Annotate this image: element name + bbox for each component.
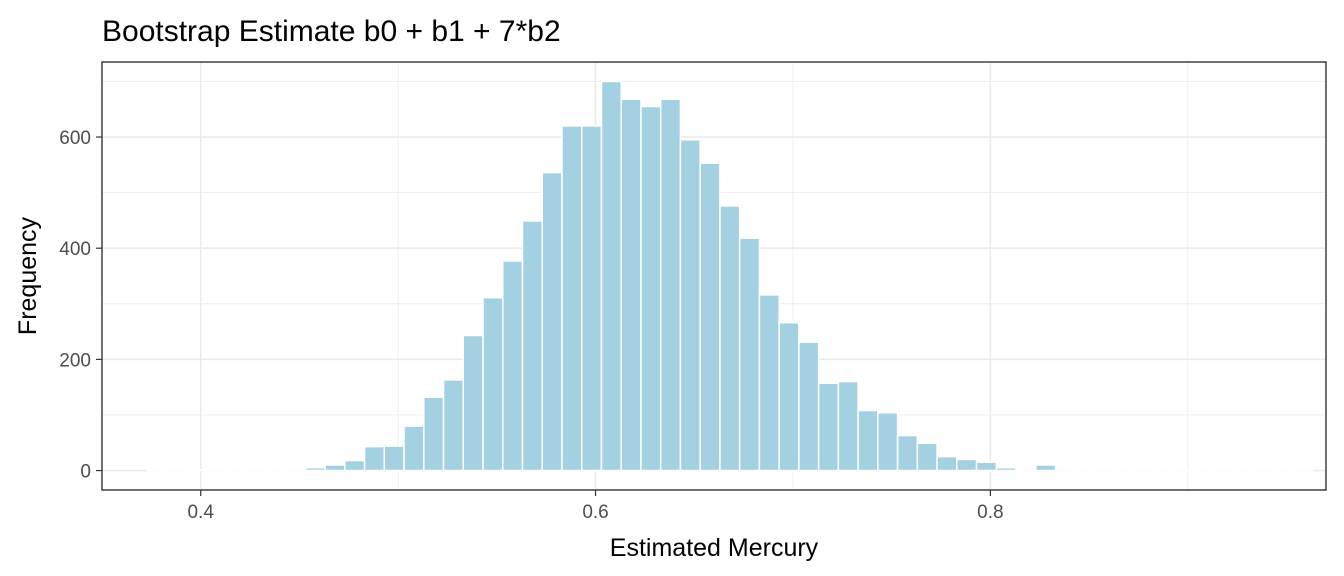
histogram-bar [442,379,465,472]
histogram-bar [837,380,859,472]
histogram-bar [817,382,840,472]
y-tick-label: 0 [80,462,91,483]
histogram-bar [423,396,445,472]
x-tick-label: 0.6 [582,502,608,523]
histogram-bar [363,445,386,472]
histogram-bar [205,469,228,472]
histogram-bar [956,458,978,472]
histogram-bar [541,171,563,472]
histogram-bar [975,461,998,472]
histogram-bar [640,105,662,472]
histogram-bar [521,220,543,472]
y-tick-label: 200 [59,350,91,371]
panel-border [101,61,1327,491]
histogram-bar [699,162,721,472]
histogram-bar [857,409,879,472]
histogram-bar [936,455,958,472]
histogram-bar [324,464,346,472]
histogram-bar [600,80,622,472]
histogram-bar [304,467,326,472]
histogram-bar [877,411,899,472]
histogram-bar [738,237,761,472]
histogram-bar [580,125,603,472]
histogram-bar [896,434,919,472]
histogram-bar [1232,469,1254,472]
x-tick-label: 0.4 [187,502,214,523]
histogram-bar [1094,469,1116,472]
histogram-bar [1252,469,1274,472]
histogram-bar [482,296,504,472]
histogram-bar [620,98,642,472]
histogram-bar [1173,469,1195,472]
histogram-bar [1212,469,1234,472]
histogram-bar [561,125,583,472]
histogram-bar [502,260,524,472]
histogram-bar [679,139,701,472]
histogram-bar [462,334,484,472]
histogram-bar [719,205,741,472]
histogram-bars [146,80,1313,472]
histogram-bar [1074,469,1096,472]
histogram-bar [1114,469,1136,472]
histogram-bar [995,467,1017,472]
chart-title: Bootstrap Estimate b0 + b1 + 7*b2 [102,15,561,48]
histogram-bar [403,425,425,472]
histogram-bar [225,469,247,472]
histogram-bar [659,98,682,472]
y-axis-title: Frequency [14,216,42,335]
histogram-bar [1054,469,1077,472]
histogram-bar [1035,464,1057,472]
x-axis-title: Estimated Mercury [610,534,819,562]
histogram-bar [1153,469,1175,472]
histogram-bar [1291,469,1313,472]
histogram-bar [265,469,287,472]
histogram-bar [166,469,188,472]
histogram-bar [186,469,208,472]
axes: 0 200 400 600 0.4 0.6 0.8 [59,128,1003,523]
y-tick-label: 600 [59,128,91,149]
histogram-bar [916,442,938,472]
histogram-bar [798,341,820,472]
histogram-bar [1192,469,1215,472]
histogram-bar [245,469,267,472]
histogram-bar [344,459,366,472]
histogram-bar [1015,469,1037,472]
histogram-bar [383,445,405,472]
x-tick-label: 0.8 [977,502,1003,523]
histogram-bar [778,321,800,472]
histogram-bar [284,469,307,472]
histogram-bar [1133,469,1155,472]
histogram-bar [146,469,168,472]
y-tick-label: 400 [59,239,91,260]
histogram-bar [758,294,780,472]
histogram-bar [1271,469,1294,472]
